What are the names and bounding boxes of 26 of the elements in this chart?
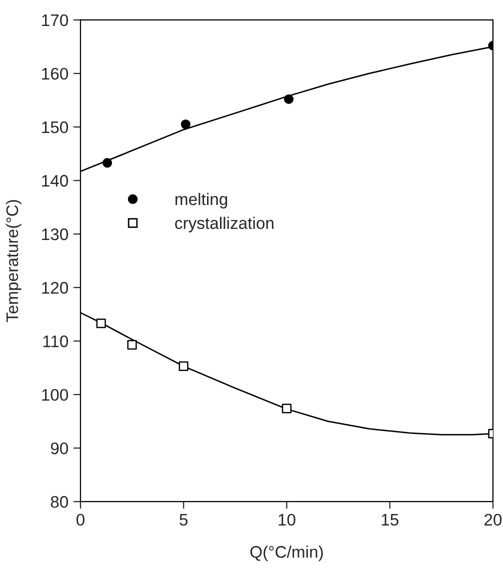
point bbox=[178, 361, 188, 371]
y-tick-label: 90 bbox=[50, 442, 68, 454]
y-tick-label: 80 bbox=[50, 496, 68, 508]
point bbox=[96, 318, 106, 328]
legend-label: crystallization bbox=[175, 216, 274, 232]
y-tick-label: 120 bbox=[42, 282, 68, 294]
point bbox=[284, 94, 294, 104]
y-tick-label: 150 bbox=[42, 121, 68, 134]
y-tick-label: 140 bbox=[42, 174, 68, 187]
point bbox=[282, 404, 292, 414]
y-tick-label: 100 bbox=[42, 388, 68, 401]
legend-label: melting bbox=[176, 192, 228, 208]
x-tick-label: 0 bbox=[76, 514, 84, 526]
point bbox=[180, 120, 190, 130]
point bbox=[102, 158, 112, 168]
x-tick-label: 10 bbox=[278, 514, 296, 526]
y-tick-label: 110 bbox=[43, 335, 68, 348]
point bbox=[127, 340, 137, 350]
x-tick-label: 20 bbox=[484, 514, 502, 526]
y-axis-title: Temperature(°C) bbox=[6, 200, 22, 322]
x-tick-label: 15 bbox=[382, 514, 398, 526]
y-tick-label: 170 bbox=[42, 14, 68, 26]
y-tick-label: 160 bbox=[42, 68, 68, 80]
x-axis-title: Q(°C/min) bbox=[250, 546, 323, 562]
y-tick-label: 130 bbox=[42, 228, 68, 240]
x-tick-label: 5 bbox=[180, 514, 188, 526]
